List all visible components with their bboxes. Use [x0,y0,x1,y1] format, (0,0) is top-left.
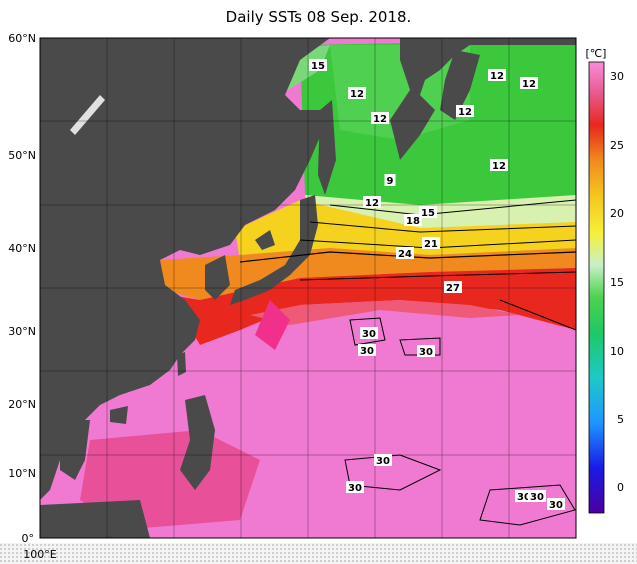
isotherm-label: 12 [365,198,379,209]
map-title: Daily SSTs 08 Sep. 2018. [225,8,412,26]
isotherm-label: 30 [360,346,374,357]
land-vietnam [60,420,90,480]
isotherm-label: 27 [446,283,460,294]
isotherm-label-bg [363,196,381,208]
isotherm-label: 12 [522,79,536,90]
land-sakhalin [318,100,336,195]
isotherm-label-bg [360,327,378,339]
isotherm-label: 12 [350,89,364,100]
land-hainan [110,406,128,424]
isotherm-label: 15 [311,61,325,72]
isotherm-label: 15 [421,208,435,219]
isotherm-label-bg [422,237,440,249]
colorbar: [℃] 30 25 20 15 10 5 0 [586,47,624,514]
isotherm-label-bg [374,454,392,466]
colorbar-tick-5: 5 [617,413,624,426]
isotherm-label-bg [528,490,546,502]
isotherm-label: 30 [549,500,563,511]
isotherm-label-bg [404,214,422,226]
lat-label-40: 40°N [8,242,36,255]
isotherm-label: 30 [530,492,544,503]
colorbar-tick-25: 25 [610,139,624,152]
isotherm-label-bg [456,105,474,117]
latitude-axis: 60°N 50°N 40°N 30°N 20°N 10°N 0° 100°E [8,32,57,561]
land-kamchatka [440,50,480,120]
land-asia [40,38,330,500]
isotherm-label-bg [396,247,414,259]
isotherm-label-bg [488,69,506,81]
bottom-strip [0,543,637,564]
isotherm-label: 12 [490,71,504,82]
colorbar-tick-10: 10 [610,345,624,358]
isotherm-label-bg [309,59,327,71]
colorbar-tick-20: 20 [610,207,624,220]
colorbar-tick-15: 15 [610,276,624,289]
isotherm-label: 21 [424,239,438,250]
lat-label-30: 30°N [8,325,36,338]
isotherm-label-bg [547,498,565,510]
isotherm-label-bg [444,281,462,293]
colorbar-tick-30: 30 [610,70,624,83]
isotherm-label-bg [520,77,538,89]
land-philippines [180,395,215,490]
isotherm-label-bg [346,481,364,493]
colorbar-tick-0: 0 [617,481,624,494]
isotherm-label-bg [348,87,366,99]
isotherm-label: 9 [387,176,394,187]
isotherm-label: 12 [492,161,506,172]
colorbar-unit: [℃] [586,47,607,60]
isotherm-label-bg [384,174,396,186]
isotherm-label-bg [490,159,508,171]
lat-label-60: 60°N [8,32,36,45]
lat-label-10: 10°N [8,467,36,480]
land-korea [205,255,230,300]
isotherm-label: 18 [406,216,420,227]
lat-label-20: 20°N [8,398,36,411]
isotherm-label-bg [419,206,437,218]
isotherm-label: 24 [398,249,412,260]
map-area [39,37,577,539]
land-siberia [390,38,576,160]
isotherm-label: 30 [517,492,531,503]
isotherm-label-bg [358,344,376,356]
land-borneo [40,500,150,538]
land-hokkaido-bay [255,230,275,250]
isotherm-label: 12 [458,107,472,118]
land-taiwan [177,352,186,376]
isotherm-label: 30 [348,483,362,494]
isotherm-label-bg [417,345,435,357]
isotherm-label-bg [371,112,389,124]
lat-label-0: 0° [22,532,35,545]
isotherm-label: 30 [419,347,433,358]
lat-label-50: 50°N [8,149,36,162]
isotherm-label: 30 [362,329,376,340]
isotherm-label: 12 [373,114,387,125]
lon-label-100e: 100°E [23,548,56,561]
land-japan [230,195,318,305]
isotherm-label: 30 [376,456,390,467]
